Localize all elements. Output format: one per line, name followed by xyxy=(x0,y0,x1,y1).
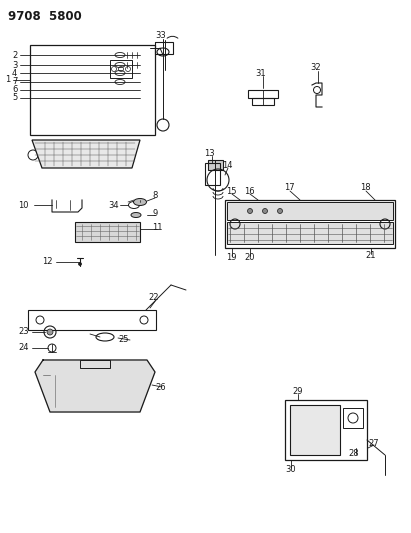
Text: 14: 14 xyxy=(222,160,233,169)
Text: 31: 31 xyxy=(255,69,266,77)
Text: 29: 29 xyxy=(292,387,302,397)
Text: 32: 32 xyxy=(310,63,321,72)
Text: 11: 11 xyxy=(152,223,162,232)
Bar xyxy=(205,163,220,185)
Bar xyxy=(252,98,274,105)
Ellipse shape xyxy=(131,213,141,217)
Text: 4: 4 xyxy=(12,69,17,77)
Text: 13: 13 xyxy=(204,149,215,157)
Circle shape xyxy=(277,208,282,214)
Circle shape xyxy=(263,208,268,214)
Text: 18: 18 xyxy=(360,183,371,192)
Polygon shape xyxy=(32,140,140,168)
Text: 7: 7 xyxy=(12,77,17,86)
Text: 8: 8 xyxy=(152,191,157,200)
Circle shape xyxy=(79,262,81,265)
Bar xyxy=(285,400,367,460)
Text: 5: 5 xyxy=(12,93,17,102)
Text: 21: 21 xyxy=(365,252,376,261)
Bar xyxy=(75,222,140,242)
Text: 30: 30 xyxy=(285,465,296,474)
Circle shape xyxy=(247,208,252,214)
Text: 24: 24 xyxy=(18,343,28,352)
Circle shape xyxy=(47,329,53,335)
Text: 1: 1 xyxy=(5,76,10,85)
Text: 2: 2 xyxy=(12,51,17,60)
Ellipse shape xyxy=(134,198,146,206)
Text: 33: 33 xyxy=(155,31,166,41)
Bar xyxy=(290,405,340,455)
Bar xyxy=(155,42,173,54)
Text: 9: 9 xyxy=(152,208,157,217)
Bar xyxy=(30,45,155,135)
Bar xyxy=(28,310,156,330)
Bar xyxy=(343,408,363,428)
Polygon shape xyxy=(35,360,155,412)
Text: 34: 34 xyxy=(108,200,119,209)
Text: 6: 6 xyxy=(12,85,17,94)
Bar xyxy=(110,60,132,78)
Text: 9708  5800: 9708 5800 xyxy=(8,10,82,22)
Bar xyxy=(208,160,223,170)
Text: 17: 17 xyxy=(284,183,295,192)
Text: 26: 26 xyxy=(155,383,166,392)
Text: 15: 15 xyxy=(226,188,236,197)
Text: 25: 25 xyxy=(118,335,129,344)
Bar xyxy=(227,202,393,220)
Text: 28: 28 xyxy=(348,449,359,458)
Text: 27: 27 xyxy=(368,439,379,448)
Bar xyxy=(248,90,278,98)
Bar xyxy=(80,360,110,368)
Text: 3: 3 xyxy=(12,61,17,69)
Text: 23: 23 xyxy=(18,327,29,336)
Text: 19: 19 xyxy=(226,254,236,262)
Text: 20: 20 xyxy=(244,254,254,262)
Text: 12: 12 xyxy=(42,257,53,266)
Text: 10: 10 xyxy=(18,200,28,209)
Text: 22: 22 xyxy=(148,294,159,303)
Bar xyxy=(225,200,395,248)
Text: 16: 16 xyxy=(244,188,255,197)
Bar xyxy=(227,222,393,244)
